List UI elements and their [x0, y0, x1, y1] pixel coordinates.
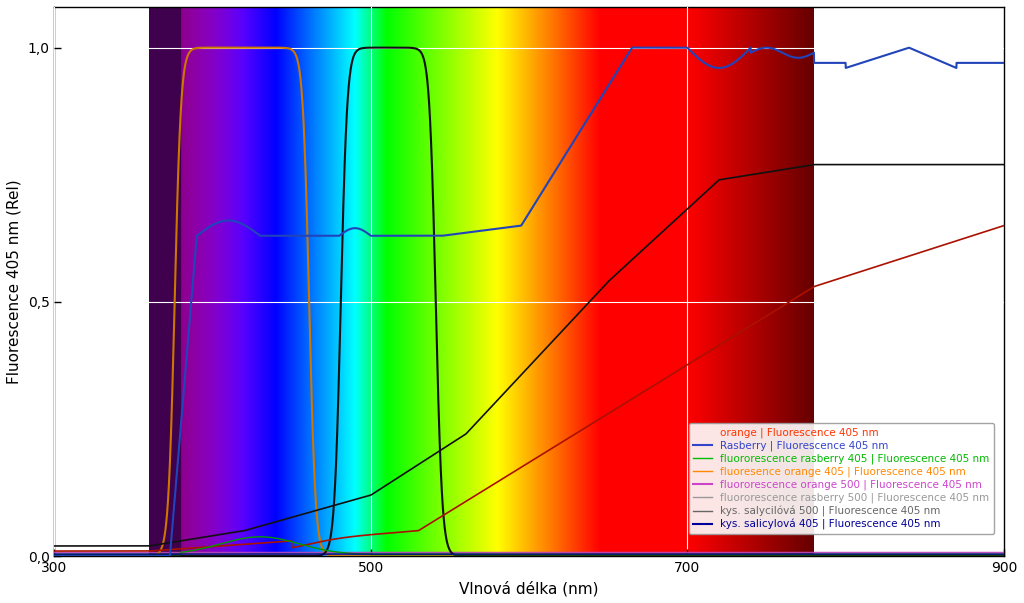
X-axis label: Vlnová délka (nm): Vlnová délka (nm) [460, 581, 599, 596]
Legend: orange | Fluorescence 405 nm, Rasberry | Fluorescence 405 nm, fluororescence ras: orange | Fluorescence 405 nm, Rasberry |… [689, 423, 994, 534]
Y-axis label: Fluorescence 405 nm (Rel): Fluorescence 405 nm (Rel) [7, 179, 22, 384]
